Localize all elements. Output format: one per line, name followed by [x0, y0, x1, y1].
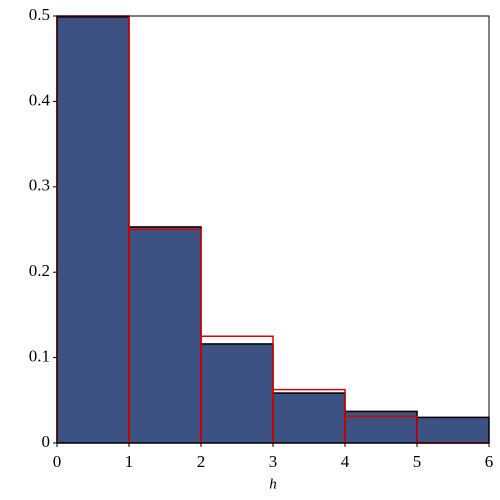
y-tick-label: 0.5: [29, 5, 50, 24]
x-tick-label: 6: [485, 452, 494, 471]
y-tick-label: 0.4: [29, 90, 51, 109]
x-axis-label: h: [269, 476, 277, 492]
bar: [56, 16, 130, 444]
y-tick-label: 0.2: [29, 261, 50, 280]
step-outline: [344, 415, 418, 443]
y-tick-label: 0.3: [29, 176, 50, 195]
bar: [200, 343, 274, 444]
bar: [416, 416, 490, 444]
y-tick-label: 0.1: [29, 347, 50, 366]
x-tick-label: 5: [413, 452, 422, 471]
x-tick-label: 4: [341, 452, 350, 471]
x-tick-label: 1: [125, 452, 134, 471]
y-tick-label: 0: [42, 432, 51, 451]
x-tick-label: 0: [53, 452, 62, 471]
bar: [128, 226, 202, 444]
x-tick-label: 3: [269, 452, 278, 471]
x-tick-label: 2: [197, 452, 206, 471]
bar: [272, 392, 346, 444]
